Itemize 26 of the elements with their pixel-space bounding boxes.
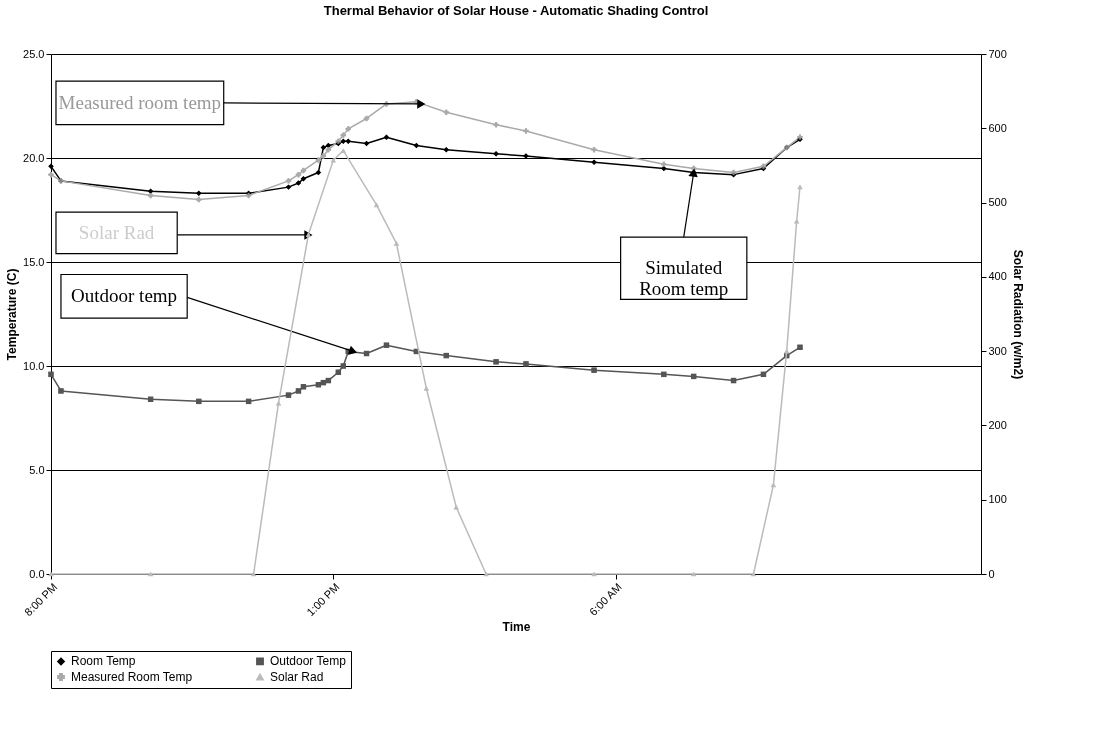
y-tick-label: 10.0	[23, 359, 45, 372]
y2-tick-label: 600	[988, 121, 1007, 134]
legend-label: Room Temp	[71, 654, 136, 669]
y2-tick-label: 700	[988, 47, 1007, 60]
annotation: Measured room temp	[58, 91, 222, 113]
y2-axis-title: Solar Radiation (w/m2)	[1010, 249, 1025, 380]
legend-label: Solar Rad	[270, 670, 324, 684]
y-axis-title: Temperature (C)	[5, 268, 20, 361]
chart-title: Thermal Behavior of Solar House - Automatic Shading Control	[323, 3, 709, 18]
legend-label: Measured Room Temp	[71, 670, 193, 684]
y2-tick-label: 0	[988, 567, 995, 580]
y-tick-label: 20.0	[23, 151, 45, 164]
annotation: Outdoor temp	[71, 285, 178, 307]
y2-tick-label: 300	[988, 344, 1007, 357]
y2-tick-label: 100	[988, 493, 1007, 506]
annotation: Simulated Room temp	[639, 257, 729, 300]
y2-tick-label: 400	[988, 270, 1007, 283]
y-tick-label: 25.0	[23, 47, 45, 60]
y-tick-label: 5.0	[29, 463, 45, 476]
y2-tick-label: 500	[988, 196, 1007, 209]
x-axis-title: Time	[502, 620, 531, 635]
legend-label: Outdoor Temp	[270, 654, 347, 669]
y2-tick-label: 200	[988, 418, 1007, 431]
y-tick-label: 15.0	[23, 255, 45, 268]
x-tick-label: 6:00 AM	[586, 580, 624, 618]
y-tick-label: 0.0	[29, 567, 45, 580]
